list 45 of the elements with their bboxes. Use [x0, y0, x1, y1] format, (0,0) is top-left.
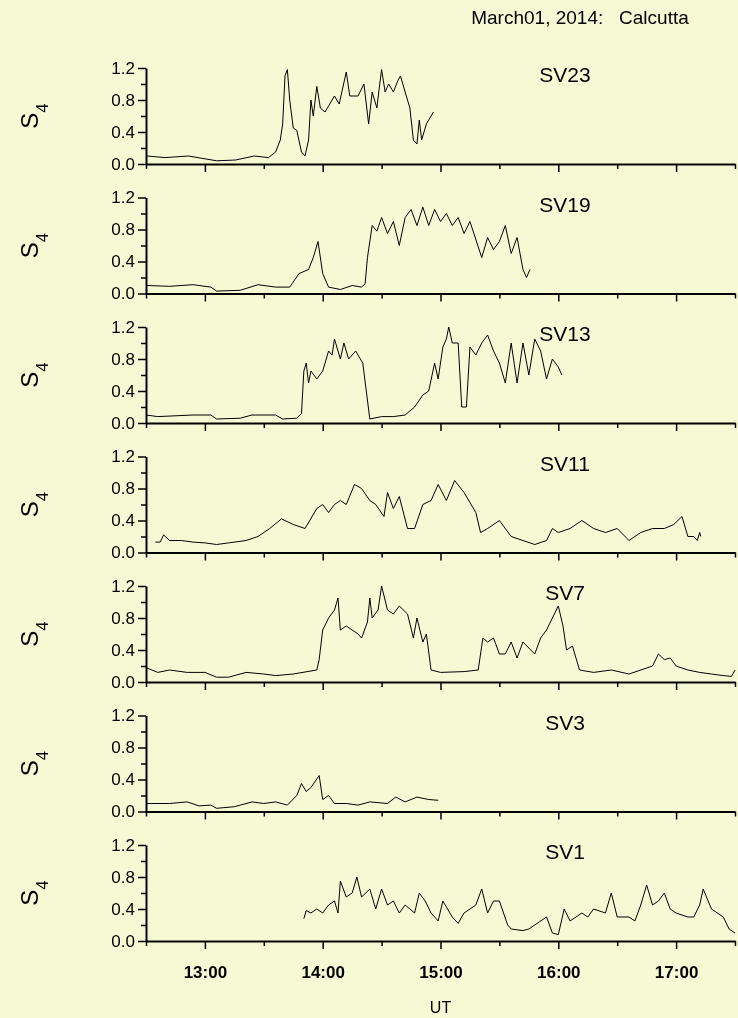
text: SV3 [545, 710, 585, 734]
line-series [154, 480, 702, 545]
y-tick-label: 0.4 [111, 252, 135, 272]
line-series [303, 876, 736, 936]
x-tick-label: 14:00 [301, 962, 345, 982]
y-tick-label: 0.0 [111, 154, 135, 174]
y-tick-label: 1.2 [111, 188, 135, 208]
y-tick-label: 0.4 [111, 122, 135, 142]
y-tick-label: 1.2 [111, 317, 135, 337]
x-tick-label: 15:00 [419, 962, 463, 982]
y-tick-label: 0.4 [111, 899, 135, 919]
y-tick-label: 1.2 [111, 58, 135, 78]
y-tick-label: 0.8 [111, 738, 135, 758]
x-tick-label: 13:00 [183, 962, 228, 982]
y-tick-label: 0.0 [111, 413, 135, 433]
chart-title: March01, 2014: Calcutta [471, 7, 690, 28]
y-tick-label: 0.0 [111, 284, 135, 304]
x-tick-label: 17:00 [654, 962, 699, 982]
y-tick-label: 0.4 [111, 770, 135, 790]
y-tick-label: 1.2 [111, 576, 135, 596]
y-tick-label: 1.2 [111, 835, 135, 855]
y-tick-label: 0.8 [111, 479, 135, 499]
series-label: SV19 [539, 192, 591, 216]
x-axis-title: UT [429, 999, 452, 1016]
text: SV11 [540, 451, 590, 475]
y-tick-label: 0.0 [111, 672, 135, 692]
y-tick-label: 0.8 [111, 220, 135, 240]
y-tick-label: 0.8 [111, 349, 135, 369]
series-label: SV7 [545, 581, 585, 604]
y-tick-label: 0.0 [111, 543, 135, 563]
y-tick-label: 1.2 [111, 447, 135, 467]
y-tick-label: 0.8 [111, 867, 135, 887]
text: SV23 [539, 63, 591, 86]
line-series [146, 69, 434, 162]
series-label: SV1 [545, 840, 585, 863]
series-label: SV13 [539, 322, 591, 345]
x-tick-label: 16:00 [537, 962, 581, 982]
y-tick-label: 0.8 [111, 608, 135, 628]
y-tick-label: 0.4 [111, 381, 135, 401]
y-tick-label: 0.4 [111, 511, 135, 531]
y-tick-label: 0.4 [111, 640, 135, 660]
y-tick-label: 0.0 [111, 802, 135, 822]
y-tick-label: 0.8 [111, 90, 135, 110]
y-tick-label: 0.0 [111, 931, 135, 951]
y-tick-label: 1.2 [111, 706, 135, 726]
